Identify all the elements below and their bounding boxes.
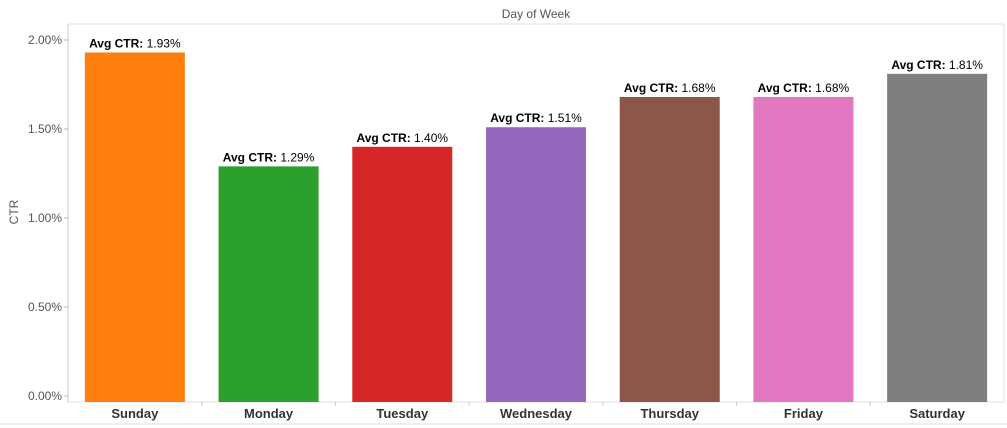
y-tick-label: 1.00% bbox=[28, 211, 62, 225]
chart-title: Day of Week bbox=[502, 7, 571, 21]
data-label-name: Avg CTR: bbox=[891, 58, 945, 72]
y-tick-label: 2.00% bbox=[28, 33, 62, 47]
bar-monday bbox=[218, 166, 319, 402]
x-tick-label: Sunday bbox=[111, 406, 159, 421]
data-label: Avg CTR: 1.51% bbox=[490, 111, 582, 125]
x-tick-label: Thursday bbox=[640, 406, 699, 421]
bar-wednesday bbox=[486, 127, 586, 402]
y-tick-label: 0.50% bbox=[28, 300, 62, 314]
y-axis-title: CTR bbox=[7, 199, 21, 224]
data-label: Avg CTR: 1.93% bbox=[89, 36, 181, 50]
x-tick-label: Friday bbox=[784, 406, 824, 421]
x-axis: Sunday Monday Tuesday Wednesday Thursday Frid… bbox=[111, 402, 966, 421]
y-tick-label: 0.00% bbox=[28, 389, 62, 403]
data-label: Avg CTR: 1.29% bbox=[223, 150, 315, 164]
bar-series: Avg CTR: 1.93%Avg CTR: 1.29%Avg CTR: 1.4… bbox=[84, 36, 988, 403]
bar-thursday bbox=[619, 96, 720, 403]
data-label-name: Avg CTR: bbox=[758, 81, 812, 95]
bar-tuesday bbox=[352, 146, 453, 402]
data-label: Avg CTR: 1.81% bbox=[891, 58, 983, 72]
data-label: Avg CTR: 1.68% bbox=[758, 81, 850, 95]
data-label-value: 1.68% bbox=[678, 81, 716, 95]
data-label-name: Avg CTR: bbox=[223, 150, 277, 164]
data-label-value: 1.93% bbox=[143, 36, 181, 50]
data-label-name: Avg CTR: bbox=[356, 131, 410, 145]
data-label-value: 1.68% bbox=[812, 81, 850, 95]
x-tick-label: Monday bbox=[244, 406, 294, 421]
y-axis: 0.00% 0.50% 1.00% 1.50% 2.00% bbox=[28, 24, 69, 403]
y-tick-label: 1.50% bbox=[28, 122, 62, 136]
data-label-value: 1.40% bbox=[411, 131, 449, 145]
data-label-value: 1.51% bbox=[544, 111, 582, 125]
data-label: Avg CTR: 1.40% bbox=[356, 131, 448, 145]
x-tick-label: Saturday bbox=[909, 406, 965, 421]
data-label-name: Avg CTR: bbox=[89, 36, 143, 50]
data-label-value: 1.81% bbox=[946, 58, 984, 72]
data-label: Avg CTR: 1.68% bbox=[624, 81, 716, 95]
data-label-value: 1.29% bbox=[277, 150, 315, 164]
x-tick-label: Tuesday bbox=[376, 406, 429, 421]
bar-saturday bbox=[887, 73, 988, 402]
data-label-name: Avg CTR: bbox=[624, 81, 678, 95]
x-tick-label: Wednesday bbox=[500, 406, 573, 421]
bar-sunday bbox=[84, 52, 185, 403]
data-label-name: Avg CTR: bbox=[490, 111, 544, 125]
bar-friday bbox=[753, 96, 854, 403]
